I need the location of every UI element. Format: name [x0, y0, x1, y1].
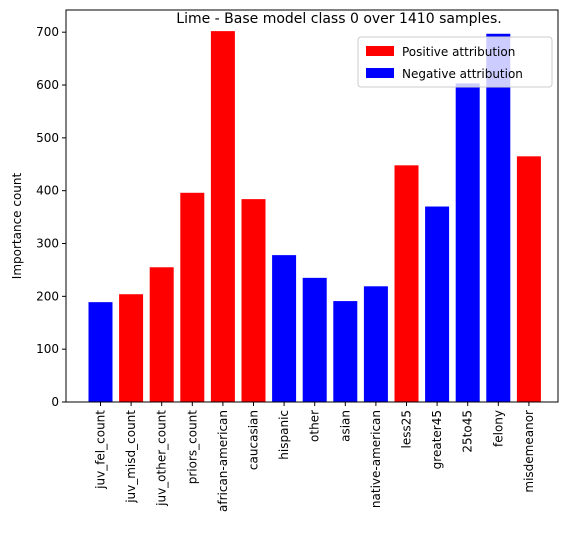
x-tick-label: african-american	[216, 410, 230, 512]
bar-juv_fel_count	[88, 302, 113, 402]
bar-juv_other_count	[149, 267, 174, 402]
x-tick-label: juv_fel_count	[94, 410, 108, 490]
legend: Positive attribution Negative attribution	[357, 36, 553, 88]
y-tick-label: 700	[36, 25, 59, 39]
x-tick-label: priors_count	[185, 410, 199, 485]
bar-asian	[333, 301, 358, 402]
x-tick-label: native-american	[369, 410, 383, 508]
bars-group	[88, 31, 541, 403]
x-tick-label: 25to45	[461, 410, 475, 453]
x-tick-label: juv_misd_count	[124, 410, 138, 504]
x-tick-label: other	[308, 410, 322, 442]
x-tick-label: juv_other_count	[155, 410, 169, 507]
bar-african-american	[210, 31, 235, 402]
bar-misdemeanor	[516, 156, 541, 402]
bar-greater45	[425, 206, 450, 402]
legend-box	[357, 36, 553, 88]
bar-felony	[486, 33, 511, 403]
x-tick-label: felony	[491, 410, 505, 447]
bar-juv_misd_count	[119, 294, 144, 402]
x-tick-label: hispanic	[277, 410, 291, 460]
y-tick-label: 0	[51, 395, 59, 409]
legend-label-negative: Negative attribution	[402, 67, 523, 81]
chart-title: Lime - Base model class 0 over 1410 samp…	[176, 11, 501, 27]
x-tick-label: less25	[400, 410, 414, 449]
bar-other	[302, 277, 327, 402]
y-tick-label: 400	[36, 184, 59, 198]
bar-25to45	[455, 83, 480, 403]
y-tick-label: 500	[36, 131, 59, 145]
y-tick-label: 300	[36, 237, 59, 251]
y-tick-label: 100	[36, 342, 59, 356]
x-tick-label: caucasian	[247, 410, 261, 470]
bar-hispanic	[272, 255, 297, 402]
x-axis: juv_fel_count juv_misd_count juv_other_cou…	[94, 402, 536, 512]
x-tick-label: greater45	[430, 410, 444, 469]
plot-frame	[65, 9, 559, 403]
legend-swatch-negative	[366, 68, 394, 78]
y-axis: 0 100 200 300 400 500 600 700	[36, 25, 66, 409]
x-tick-label: misdemeanor	[522, 410, 536, 493]
y-tick-label: 200	[36, 289, 59, 303]
bar-less25	[394, 165, 419, 402]
x-tick-label: asian	[338, 410, 352, 442]
legend-swatch-positive	[366, 46, 394, 56]
bar-native-american	[363, 286, 388, 402]
y-tick-label: 600	[36, 78, 59, 92]
bar-caucasian	[241, 199, 266, 402]
legend-label-positive: Positive attribution	[402, 45, 515, 59]
y-axis-label: Importance count	[10, 172, 24, 279]
bar-priors_count	[180, 192, 205, 402]
